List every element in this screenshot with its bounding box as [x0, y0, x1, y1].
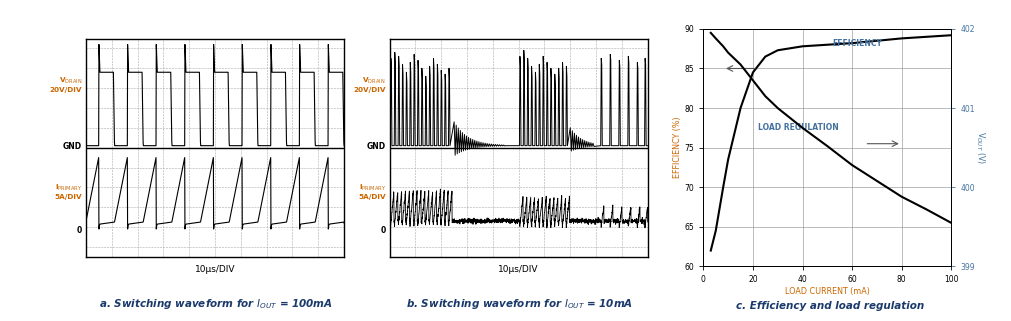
Text: LOAD REGULATION: LOAD REGULATION	[757, 123, 838, 132]
Text: 0: 0	[380, 226, 385, 235]
Text: EFFICIENCY: EFFICIENCY	[831, 39, 882, 48]
Text: 0: 0	[77, 226, 82, 235]
Text: a. Switching waveform for $I_{OUT}$ = 100mA: a. Switching waveform for $I_{OUT}$ = 10…	[98, 297, 333, 311]
Text: GND: GND	[366, 142, 385, 151]
Text: V$_{\mathrm{DRAIN}}$
20V/DIV: V$_{\mathrm{DRAIN}}$ 20V/DIV	[50, 75, 82, 93]
Text: I$_{\mathrm{PRIMARY}}$
5A/DIV: I$_{\mathrm{PRIMARY}}$ 5A/DIV	[358, 182, 385, 200]
Text: GND: GND	[63, 142, 82, 151]
Text: V$_{\mathrm{DRAIN}}$
20V/DIV: V$_{\mathrm{DRAIN}}$ 20V/DIV	[353, 75, 385, 93]
Text: b. Switching waveform for $I_{OUT}$ = 10mA: b. Switching waveform for $I_{OUT}$ = 10…	[405, 297, 632, 311]
Text: 10μs/DIV: 10μs/DIV	[194, 265, 236, 274]
Text: I$_{\mathrm{PRIMARY}}$
5A/DIV: I$_{\mathrm{PRIMARY}}$ 5A/DIV	[55, 182, 82, 200]
Y-axis label: EFFICIENCY (%): EFFICIENCY (%)	[672, 117, 681, 178]
X-axis label: LOAD CURRENT (mA): LOAD CURRENT (mA)	[785, 287, 868, 296]
Y-axis label: V$_{OUT}$ (V): V$_{OUT}$ (V)	[973, 131, 985, 164]
Text: c. Efficiency and load regulation: c. Efficiency and load regulation	[735, 301, 923, 311]
Text: 10μs/DIV: 10μs/DIV	[497, 265, 539, 274]
